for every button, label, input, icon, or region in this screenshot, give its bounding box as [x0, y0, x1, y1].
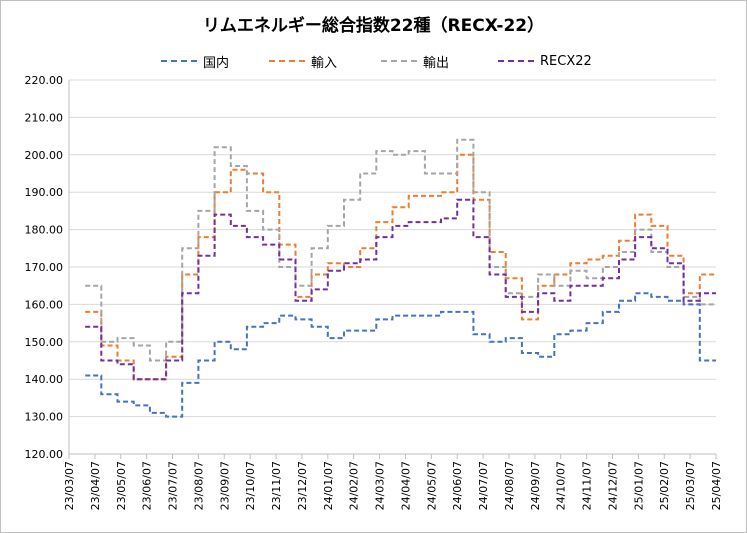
legend: 国内 輸入 輸出 RECX22	[1, 51, 746, 71]
x-tick-label: 25/04/07	[710, 461, 723, 510]
x-tick-label: 23/05/07	[115, 461, 128, 510]
x-tick-label: 23/09/07	[218, 461, 231, 510]
x-tick-label: 25/03/07	[684, 461, 697, 510]
x-tick-label: 24/11/07	[581, 461, 594, 510]
x-tick-label: 24/06/07	[451, 461, 464, 510]
x-tick-label: 23/10/07	[244, 461, 257, 510]
legend-item: 輸出	[381, 51, 449, 71]
x-tick-label: 24/03/07	[374, 461, 387, 510]
x-tick-label: 23/07/07	[167, 461, 180, 510]
series-line-輸入	[85, 153, 716, 381]
series-line-RECX22	[85, 198, 716, 381]
y-tick-label: 160.00	[25, 298, 64, 311]
series-line-輸出	[85, 138, 716, 362]
x-tick-label: 23/03/07	[63, 461, 76, 510]
y-tick-label: 120.00	[25, 448, 64, 461]
legend-swatch	[269, 60, 305, 62]
y-tick-label: 140.00	[25, 373, 64, 386]
x-tick-label: 23/12/07	[296, 461, 309, 510]
x-tick-label: 24/05/07	[425, 461, 438, 510]
y-tick-label: 150.00	[25, 336, 64, 349]
legend-item: 輸入	[269, 51, 337, 71]
legend-label: 輸入	[311, 55, 338, 71]
y-tick-label: 180.00	[25, 224, 64, 237]
x-tick-label: 23/08/07	[192, 461, 205, 510]
y-tick-label: 170.00	[25, 261, 64, 274]
y-tick-label: 220.00	[25, 74, 64, 87]
y-tick-label: 200.00	[25, 149, 64, 162]
x-tick-label: 24/10/07	[555, 461, 568, 510]
x-tick-label: 23/04/07	[89, 461, 102, 510]
x-tick-label: 24/12/07	[606, 461, 619, 510]
x-tick-label: 24/01/07	[322, 461, 335, 510]
y-tick-label: 190.00	[25, 186, 64, 199]
series-line-国内	[85, 292, 716, 418]
legend-label: RECX22	[540, 53, 592, 69]
x-tick-label: 23/06/07	[141, 461, 154, 510]
legend-swatch	[381, 60, 417, 62]
chart-title: リムエネルギー総合指数22種（RECX-22）	[202, 16, 545, 36]
x-tick-label: 24/02/07	[348, 461, 361, 510]
y-tick-label: 210.00	[25, 111, 64, 124]
legend-swatch	[161, 60, 197, 62]
x-tick-label: 24/09/07	[529, 461, 542, 510]
y-tick-label: 130.00	[25, 411, 64, 424]
legend-label: 輸出	[423, 55, 450, 71]
legend-item: 国内	[161, 51, 229, 71]
x-tick-label: 25/02/07	[658, 461, 671, 510]
x-tick-label: 24/07/07	[477, 461, 490, 510]
legend-label: 国内	[203, 55, 230, 71]
legend-item: RECX22	[498, 51, 592, 71]
x-tick-label: 25/01/07	[632, 461, 645, 510]
legend-swatch	[498, 60, 534, 62]
x-tick-label: 24/04/07	[399, 461, 412, 510]
x-tick-label: 24/08/07	[503, 461, 516, 510]
x-tick-label: 23/11/07	[270, 461, 283, 510]
